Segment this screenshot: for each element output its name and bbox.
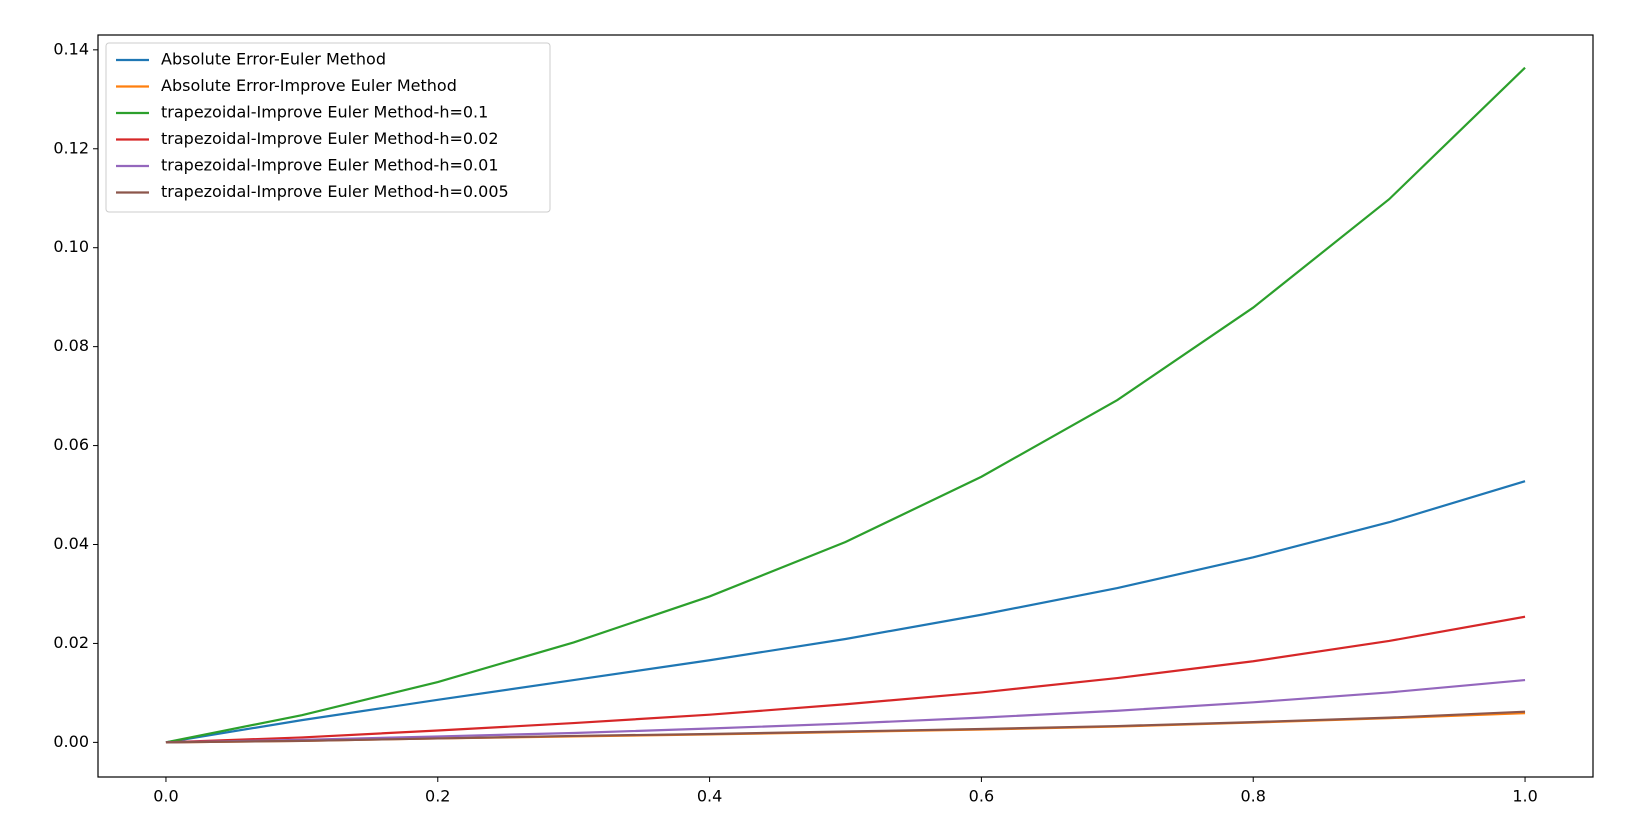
series-line: [165, 678, 1526, 744]
legend-label: trapezoidal-Improve Euler Method-h=0.01: [161, 156, 499, 175]
y-tick-label: 0.06: [53, 435, 89, 454]
x-tick-label: 0.2: [425, 787, 450, 806]
series-line: [165, 615, 1526, 744]
plot-frame: [97, 34, 1594, 778]
legend-label: trapezoidal-Improve Euler Method-h=0.02: [161, 129, 499, 148]
legend-box: [105, 42, 551, 213]
legend-label: trapezoidal-Improve Euler Method-h=0.1: [161, 103, 488, 122]
legend-label: Absolute Error-Euler Method: [161, 50, 386, 69]
y-tick-label: 0.10: [53, 237, 89, 256]
y-tick-label: 0.12: [53, 138, 89, 157]
legend-label: trapezoidal-Improve Euler Method-h=0.005: [161, 182, 509, 201]
y-tick-label: 0.02: [53, 633, 89, 652]
y-tick-label: 0.14: [53, 39, 89, 58]
legend: Absolute Error-Euler Method Absolute Erro…: [105, 42, 551, 213]
series-line: [165, 710, 1526, 744]
x-tick-label: 0.4: [697, 787, 722, 806]
series-line: [165, 66, 1526, 744]
x-tick-label: 1.0: [1512, 787, 1537, 806]
y-tick-label: 0.00: [53, 732, 89, 751]
legend-label: Absolute Error-Improve Euler Method: [161, 76, 457, 95]
y-tick-label: 0.08: [53, 336, 89, 355]
x-tick-label: 0.6: [969, 787, 994, 806]
series-line: [165, 480, 1526, 744]
y-tick-label: 0.04: [53, 534, 89, 553]
x-tick-label: 0.8: [1241, 787, 1266, 806]
x-tick-label: 0.0: [153, 787, 178, 806]
